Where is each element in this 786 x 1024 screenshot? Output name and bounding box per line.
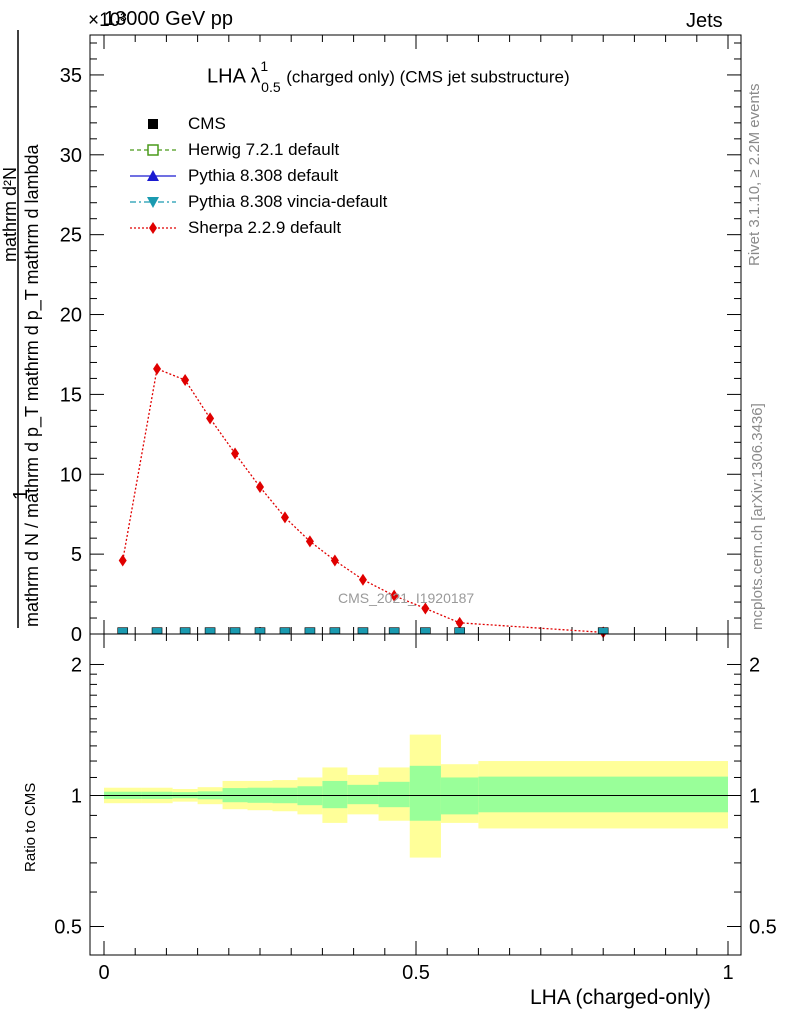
legend-marker-cms bbox=[148, 119, 158, 129]
y-tick-label: 35 bbox=[60, 65, 82, 87]
x-tick-label: 0.5 bbox=[402, 962, 430, 984]
sherpa-point bbox=[231, 447, 240, 460]
chart-title-sub: 0.5 bbox=[261, 78, 281, 95]
inner-band-bin bbox=[378, 781, 410, 808]
y-axis-label-numerator-2: mathrm d²N bbox=[0, 166, 20, 262]
legend-marker-sherpa bbox=[149, 222, 157, 234]
legend-marker-pythia bbox=[147, 170, 159, 181]
sherpa-point bbox=[455, 616, 464, 629]
sherpa-point bbox=[330, 554, 339, 567]
sherpa-point bbox=[118, 554, 127, 567]
sherpa-point bbox=[181, 374, 190, 387]
legend-label-herwig: Herwig 7.2.1 default bbox=[188, 140, 340, 159]
cms-point bbox=[597, 627, 609, 634]
y-tick-label: 0 bbox=[71, 624, 82, 646]
legend-label-pythia: Pythia 8.308 default bbox=[188, 166, 339, 185]
cms-point bbox=[329, 627, 341, 634]
inner-band-bin bbox=[478, 776, 728, 813]
cms-point bbox=[304, 627, 316, 634]
y-tick-label: 5 bbox=[71, 544, 82, 566]
y-tick-label: 10 bbox=[60, 464, 82, 486]
legend-marker-herwig bbox=[147, 144, 159, 156]
sherpa-point bbox=[153, 362, 162, 375]
cms-point bbox=[204, 627, 216, 634]
rivet-label: Rivet 3.1.10, ≥ 2.2M events bbox=[746, 83, 763, 267]
chart-title: LHA λ1 0.5 (charged only) (CMS jet substr… bbox=[207, 58, 570, 95]
sherpa-point bbox=[280, 511, 289, 524]
main-plot-area: 0 5 10 15 20 25 30 35 bbox=[17, 30, 742, 646]
legend-label-cms: CMS bbox=[188, 114, 226, 133]
sherpa-point bbox=[358, 573, 367, 586]
cms-point bbox=[388, 627, 400, 634]
chart-title-tail: (charged only) (CMS jet substructure) bbox=[286, 67, 570, 87]
y-tick-label: 20 bbox=[60, 305, 82, 327]
ratio-y-tick-label-right: 0.5 bbox=[749, 916, 777, 938]
cms-point bbox=[279, 627, 291, 634]
energy-label: 13000 GeV pp bbox=[104, 8, 233, 30]
cms-point bbox=[357, 627, 369, 634]
sherpa-point bbox=[305, 535, 314, 548]
sherpa-point bbox=[421, 602, 430, 615]
ratio-y-tick-label: 0.5 bbox=[54, 916, 82, 938]
sherpa-point bbox=[390, 589, 399, 602]
inner-band-bin bbox=[322, 780, 348, 809]
inner-band-bin bbox=[347, 784, 379, 805]
legend-label-sherpa: Sherpa 2.2.9 default bbox=[188, 218, 342, 237]
sherpa-point bbox=[206, 412, 215, 425]
cms-point bbox=[254, 627, 266, 634]
cms-point bbox=[420, 627, 431, 634]
sherpa-line bbox=[122, 367, 604, 634]
ratio-y-axis-label: Ratio to CMS bbox=[22, 782, 39, 872]
y-tick-label: 15 bbox=[60, 384, 82, 406]
inner-band-bin bbox=[409, 765, 441, 821]
ratio-y-tick-label: 1 bbox=[71, 785, 82, 807]
legend-label-vincia: Pythia 8.308 vincia-default bbox=[188, 192, 388, 211]
y-tick-label: 30 bbox=[60, 145, 82, 167]
legend-marker-vincia bbox=[147, 197, 159, 208]
sherpa-point bbox=[256, 481, 264, 494]
y-exponent-label: ×10³ bbox=[88, 10, 127, 31]
y-axis-label-denominator: mathrm d N / mathrm d p_T mathrm d p_T m… bbox=[22, 144, 42, 628]
chart-title-main: LHA λ bbox=[207, 65, 261, 88]
chart-title-sup: 1 bbox=[260, 58, 269, 74]
analysis-tag: CMS_2021_I1920187 bbox=[338, 590, 475, 606]
mcplots-label: mcplots.cern.ch [arXiv:1306.3436] bbox=[749, 403, 766, 630]
cms-point bbox=[151, 627, 163, 634]
y-tick-label: 25 bbox=[60, 225, 82, 247]
cms-point bbox=[454, 627, 465, 634]
ratio-y-tick-label: 2 bbox=[71, 654, 82, 676]
process-label: Jets bbox=[686, 10, 723, 32]
ratio-y-tick-label-right: 1 bbox=[749, 785, 760, 807]
ratio-plot-area: 0 0.5 1 0.5 0.5 1 1 2 2 bbox=[54, 633, 777, 984]
ratio-y-tick-label-right: 2 bbox=[749, 654, 760, 676]
x-tick-label: 0 bbox=[98, 962, 109, 984]
cms-point bbox=[179, 627, 191, 634]
cms-point bbox=[117, 627, 129, 634]
x-tick-label: 1 bbox=[722, 962, 733, 984]
x-axis-label: LHA (charged-only) bbox=[530, 986, 711, 1009]
cms-point bbox=[229, 627, 241, 634]
